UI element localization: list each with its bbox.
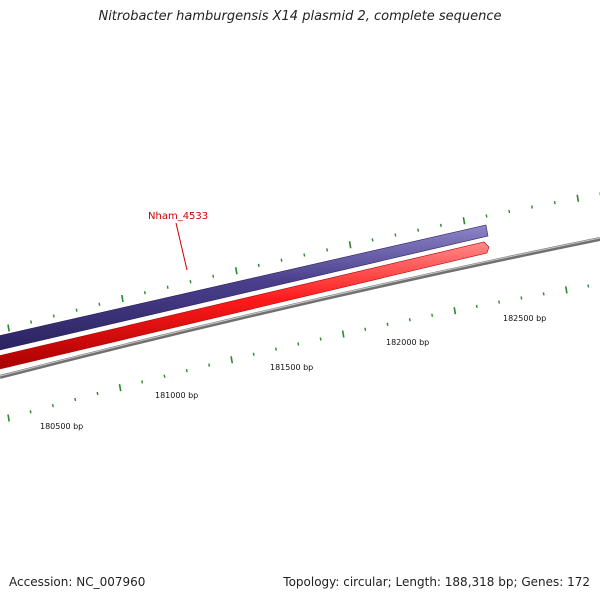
ruler-minor-tick [74, 397, 77, 402]
ruler-minor-tick [208, 363, 211, 367]
outer-ring-minor-tick [303, 253, 306, 257]
outer-ring-minor-tick [143, 291, 146, 295]
ruler-minor-tick [364, 327, 367, 331]
outer-ring-minor-tick [508, 209, 511, 214]
outer-ring-minor-tick [257, 263, 260, 268]
ruler-minor-tick [542, 292, 545, 296]
ruler-minor-tick [297, 342, 300, 346]
reverse-gene-feature[interactable] [0, 241, 490, 370]
ruler-minor-tick [141, 380, 144, 384]
ruler-label: 182000 bp [386, 338, 429, 347]
ruler-minor-tick [408, 318, 411, 322]
outer-ring-minor-tick [189, 280, 192, 284]
ruler-label: 181500 bp [270, 363, 313, 372]
ruler-minor-tick [163, 374, 166, 378]
ruler-major-tick [341, 330, 345, 338]
outer-ring-minor-tick [417, 228, 420, 232]
outer-ring-major-tick [462, 217, 466, 225]
gene-label-leader-line [175, 222, 188, 271]
outer-tick-ring [7, 192, 600, 332]
ruler-minor-tick [431, 313, 434, 317]
ruler-minor-tick [386, 322, 389, 327]
outer-ring-minor-tick [553, 200, 556, 205]
ruler-minor-tick [96, 391, 99, 396]
ruler-major-tick [453, 307, 457, 315]
forward-gene-feature[interactable] [0, 224, 489, 351]
outer-ring-major-tick [7, 324, 10, 332]
outer-ring-minor-tick [326, 248, 329, 252]
outer-ring-minor-tick [212, 274, 215, 278]
ruler-minor-tick [252, 352, 255, 356]
map-title: Nitrobacter hamburgensis X14 plasmid 2, … [98, 9, 502, 24]
ruler-minor-tick [587, 284, 590, 288]
genome-backbone-highlight [0, 237, 600, 377]
ruler-major-tick [230, 356, 234, 364]
outer-ring-major-tick [121, 294, 124, 303]
ruler-label: 182500 bp [503, 314, 546, 323]
outer-ring-minor-tick [531, 205, 533, 209]
outer-ring-minor-tick [30, 320, 33, 324]
ruler-minor-tick [520, 296, 523, 300]
outer-ring-minor-tick [52, 314, 55, 318]
ruler-major-tick [7, 414, 10, 422]
genome-backbone [0, 237, 600, 379]
ruler-major-tick [118, 383, 122, 392]
outer-ring-minor-tick [394, 233, 397, 237]
outer-ring-minor-tick [280, 258, 283, 262]
ruler-minor-tick [29, 410, 32, 414]
outer-ring-minor-tick [75, 308, 78, 312]
ruler-tick-ring [7, 284, 590, 422]
outer-ring-minor-tick [485, 214, 488, 218]
ruler-minor-tick [319, 337, 322, 341]
outer-ring-minor-tick [439, 223, 442, 228]
ruler-minor-tick [185, 368, 188, 373]
outer-ring-major-tick [576, 194, 580, 202]
ruler-label: 181000 bp [155, 391, 198, 400]
topology-summary-text: Topology: circular; Length: 188,318 bp; … [283, 575, 590, 589]
ruler-minor-tick [475, 304, 478, 309]
accession-text: Accession: NC_007960 [9, 575, 146, 589]
ruler-minor-tick [275, 347, 277, 351]
ruler-label: 180500 bp [40, 422, 83, 431]
ruler-major-tick [564, 286, 568, 294]
ruler-minor-tick [51, 403, 54, 408]
gene-label-nham-4533[interactable]: Nham_4533 [148, 211, 208, 222]
outer-ring-minor-tick [98, 302, 101, 306]
outer-ring-major-tick [348, 241, 352, 249]
outer-ring-major-tick [234, 267, 238, 275]
ruler-minor-tick [498, 300, 501, 304]
outer-ring-minor-tick [371, 238, 374, 242]
outer-ring-minor-tick [166, 285, 169, 289]
